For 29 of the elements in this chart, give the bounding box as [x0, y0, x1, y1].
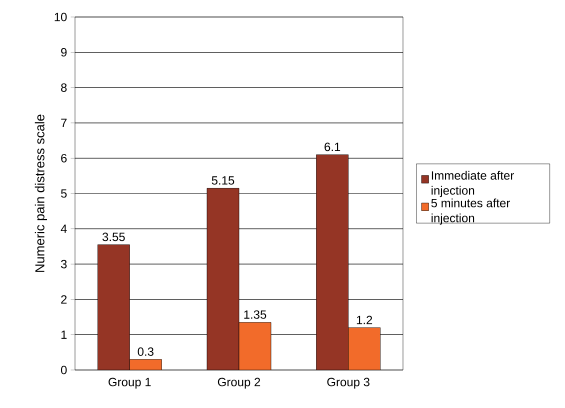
- data-label: 1.35: [244, 310, 266, 319]
- data-label: 0.3: [138, 347, 154, 356]
- y-axis-title: Numeric pain distress scale: [34, 114, 47, 272]
- y-tick-label: 5: [61, 189, 67, 198]
- data-label: 6.1: [324, 142, 340, 152]
- data-label: 3.55: [102, 232, 125, 242]
- bar: [130, 359, 162, 370]
- y-tick-label: 7: [61, 118, 67, 128]
- x-tick-label: Group 1: [108, 378, 151, 389]
- y-tick-label: 10: [54, 12, 67, 22]
- y-tick-label: 9: [61, 48, 67, 57]
- bar: [348, 327, 381, 370]
- legend-label: 5 minutes after injection: [431, 198, 510, 225]
- x-tick-label: Group 3: [327, 378, 370, 389]
- y-tick-label: 3: [60, 260, 67, 268]
- bar: [238, 322, 272, 370]
- y-tick-label: 4: [60, 224, 67, 233]
- bar: [206, 188, 240, 370]
- y-tick-label: 6: [61, 154, 67, 162]
- y-tick-label: 0: [61, 366, 67, 374]
- data-label: 1.2: [356, 316, 372, 324]
- y-tick-label: 2: [61, 295, 67, 304]
- y-tick-label: 1: [61, 330, 67, 339]
- bar: [97, 244, 130, 370]
- legend-label: Immediate after injection: [432, 170, 514, 198]
- x-tick-label: Group 2: [218, 378, 260, 389]
- bar: [316, 154, 349, 370]
- y-tick-label: 8: [61, 83, 67, 92]
- data-label: 5.15: [212, 176, 234, 185]
